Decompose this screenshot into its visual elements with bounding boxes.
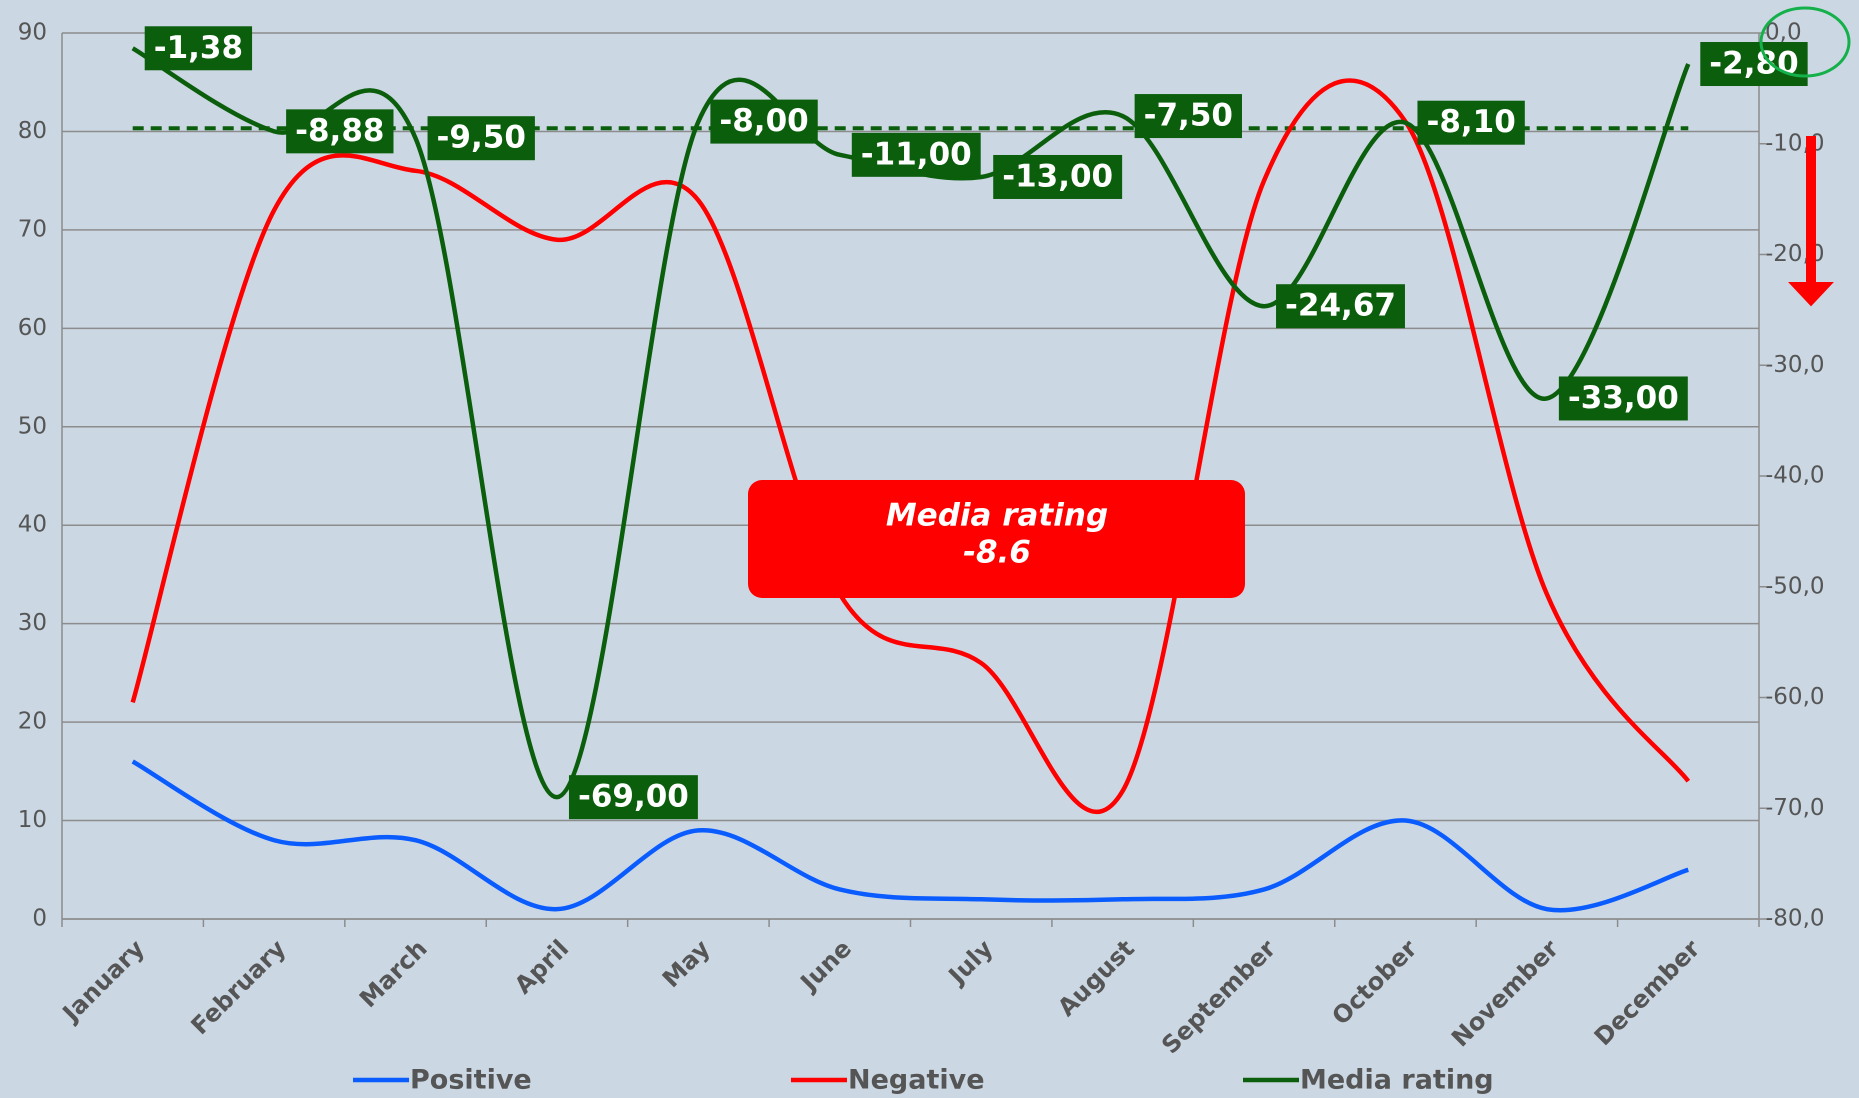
data-label: -13,00 [1002, 158, 1113, 194]
data-label-box [1417, 100, 1525, 145]
data-label: -8,88 [295, 113, 384, 149]
data-label: -69,00 [578, 779, 689, 815]
y-tick-label: 50 [18, 413, 47, 439]
y-tick-label: 70 [18, 216, 47, 242]
series-line [131, 759, 1689, 913]
legend: Positive Negative Media rating [353, 1065, 1494, 1096]
data-label-box [993, 154, 1123, 199]
data-label-box [710, 99, 818, 144]
data-label: -8,00 [719, 103, 808, 139]
data-label: -7,50 [1144, 98, 1233, 134]
y-tick-label: 80 [18, 118, 47, 144]
y-tick-label: 10 [18, 807, 47, 833]
arrow-head [1788, 282, 1834, 307]
y-tick-label: 40 [18, 512, 47, 538]
data-label-box [851, 132, 981, 177]
data-label: -2,80 [1709, 46, 1798, 82]
legend-label: Media rating [1300, 1065, 1494, 1096]
data-label-box [144, 26, 253, 71]
data-label: -24,67 [1285, 288, 1396, 324]
annotation-value: -8.6 [963, 535, 1031, 571]
data-label-box [1700, 42, 1808, 87]
data-label-box [286, 109, 394, 154]
data-label-box [1134, 94, 1242, 139]
legend-label: Negative [848, 1065, 985, 1096]
data-label: -1,38 [154, 30, 243, 66]
annotation-box [748, 480, 1245, 598]
y2-tick-label: 0,0 [1765, 20, 1802, 46]
y2-tick-label: -80,0 [1765, 906, 1825, 932]
series-line [130, 78, 1691, 814]
series-line [131, 46, 1691, 800]
data-label: -9,50 [437, 120, 526, 156]
annotation-title: Media rating [886, 498, 1108, 534]
y-tick-label: 0 [32, 906, 47, 932]
data-label: -8,10 [1426, 104, 1515, 140]
y-tick-label: 60 [18, 315, 47, 341]
y2-tick-label: -40,0 [1765, 463, 1825, 489]
y2-tick-label: -50,0 [1765, 573, 1825, 599]
y2-tick-label: -30,0 [1765, 352, 1825, 378]
data-label-box [1276, 284, 1405, 329]
highlight-circle [1759, 6, 1851, 78]
y2-tick-label: -60,0 [1765, 684, 1825, 710]
labels: -1,38 -8,88 -9,50 -69,00 -8,00 -11,00 -13,00 -7… [144, 26, 1808, 820]
data-label-box [1558, 376, 1688, 421]
data-label-box [427, 116, 535, 161]
y-tick-label: 20 [18, 709, 47, 735]
y-tick-label: 90 [18, 20, 47, 46]
data-label-box [568, 775, 698, 820]
data-label: -11,00 [861, 136, 972, 172]
legend-label: Positive [410, 1065, 532, 1096]
y2-tick-label: -70,0 [1765, 795, 1825, 821]
data-label: -33,00 [1568, 380, 1679, 416]
y-tick-label: 30 [18, 610, 47, 636]
